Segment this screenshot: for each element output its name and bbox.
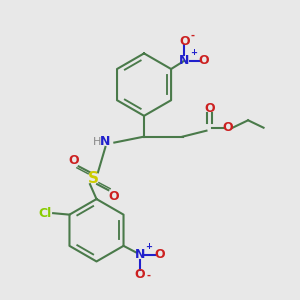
Text: N: N bbox=[100, 135, 111, 148]
Text: H: H bbox=[93, 137, 101, 147]
Text: O: O bbox=[154, 248, 164, 261]
Text: O: O bbox=[199, 54, 209, 67]
Text: O: O bbox=[68, 154, 79, 167]
Text: O: O bbox=[223, 121, 233, 134]
Text: -: - bbox=[146, 271, 150, 281]
Text: +: + bbox=[190, 48, 197, 57]
Text: N: N bbox=[179, 54, 190, 67]
Text: O: O bbox=[179, 35, 190, 48]
Text: S: S bbox=[88, 171, 99, 186]
Text: O: O bbox=[135, 268, 145, 281]
Text: N: N bbox=[135, 248, 145, 261]
Text: Cl: Cl bbox=[38, 207, 52, 220]
Text: O: O bbox=[204, 102, 215, 115]
Text: +: + bbox=[145, 242, 152, 251]
Text: -: - bbox=[191, 30, 195, 40]
Text: O: O bbox=[108, 190, 119, 202]
